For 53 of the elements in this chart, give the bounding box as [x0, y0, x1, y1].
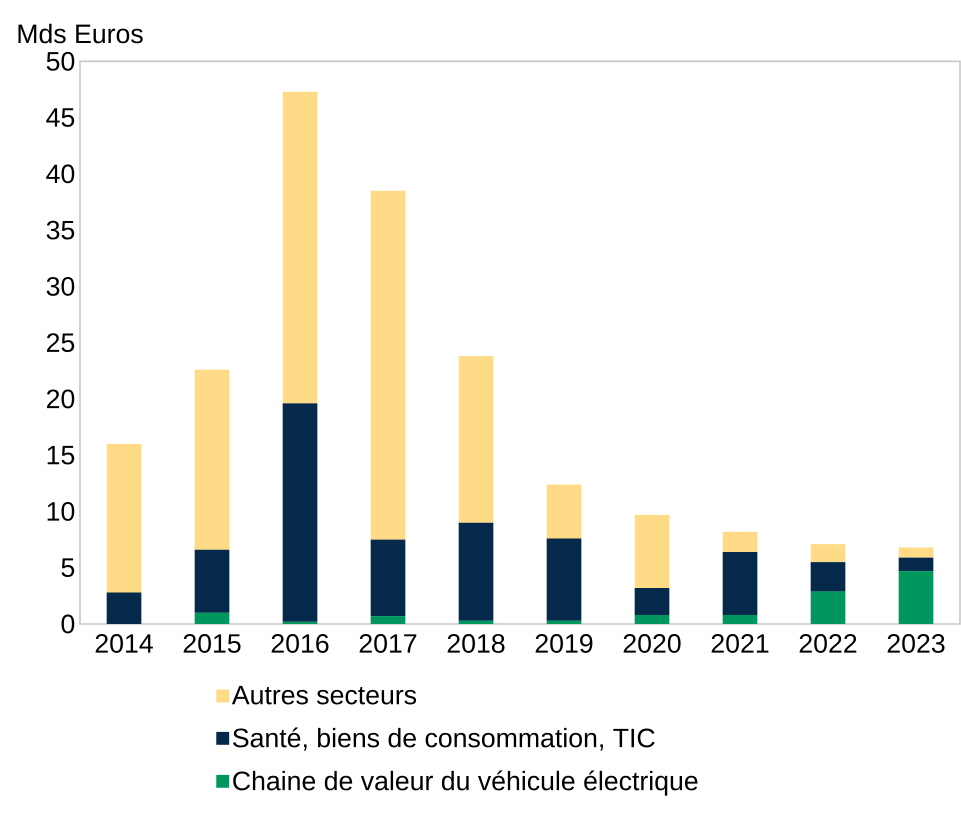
y-tick-label: 25 [46, 333, 74, 352]
y-tick-label: 5 [62, 558, 74, 578]
legend-label: Chaine de valeur du véhicule électrique [233, 770, 698, 796]
bar [370, 190, 406, 540]
y-tick-label: 10 [48, 502, 74, 521]
bar [546, 538, 582, 621]
y-tick-label: 35 [46, 220, 74, 240]
bar [458, 356, 494, 523]
x-tick-label: 2018 [448, 634, 504, 653]
bar [634, 588, 670, 615]
bar [282, 92, 318, 404]
bar [898, 571, 934, 624]
bar [370, 540, 406, 616]
legend-label: Autres secteurs [232, 686, 416, 704]
bar [898, 547, 934, 558]
x-tick-label: 2015 [184, 634, 241, 653]
y-tick-label: 0 [62, 614, 74, 634]
x-tick-label: 2023 [888, 634, 944, 653]
bar [722, 614, 758, 624]
bar [810, 544, 846, 562]
bar [634, 514, 670, 588]
x-tick-label: 2020 [624, 634, 681, 653]
bar [810, 591, 846, 624]
bar [810, 562, 846, 592]
x-tick-label: 2016 [272, 634, 328, 653]
bar [546, 484, 582, 538]
y-tick-label: 15 [48, 446, 74, 464]
x-tick-label: 2021 [712, 634, 768, 653]
bar [722, 552, 758, 615]
bar [370, 616, 406, 624]
bar [106, 444, 142, 592]
x-tick-label: 2014 [96, 634, 153, 653]
bar [106, 592, 142, 624]
bar [458, 522, 494, 621]
bar [546, 620, 582, 624]
bar [282, 403, 318, 622]
legend-label: Santé, biens de consommation, TIC [233, 728, 655, 751]
bar [634, 614, 670, 624]
bar [194, 612, 230, 624]
y-tick-label: 20 [46, 389, 74, 408]
y-tick-label: 50 [46, 52, 74, 71]
bar [194, 550, 230, 613]
y-tick-label: 45 [46, 108, 74, 127]
x-tick-label: 2019 [536, 634, 592, 653]
y-tick-label: 30 [46, 276, 74, 296]
bar [898, 558, 934, 572]
y-tick-label: 40 [46, 164, 74, 184]
bar [458, 620, 494, 624]
bar [194, 370, 230, 550]
y-axis-title: Mds Euros [18, 24, 143, 44]
bar [722, 532, 758, 552]
x-tick-label: 2017 [360, 634, 416, 653]
x-tick-label: 2022 [800, 634, 856, 653]
